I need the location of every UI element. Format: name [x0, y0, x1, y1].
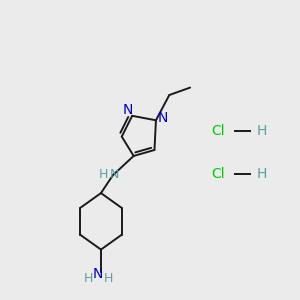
Text: N: N — [157, 111, 168, 125]
Text: H: H — [256, 124, 267, 138]
Text: H: H — [256, 167, 267, 181]
Text: H: H — [98, 168, 108, 181]
Text: H: H — [84, 272, 93, 286]
Text: N: N — [122, 103, 133, 118]
Text: Cl: Cl — [212, 167, 225, 181]
Text: H: H — [103, 272, 113, 286]
Text: N: N — [93, 267, 104, 281]
Text: N: N — [110, 168, 119, 181]
Text: Cl: Cl — [212, 124, 225, 138]
